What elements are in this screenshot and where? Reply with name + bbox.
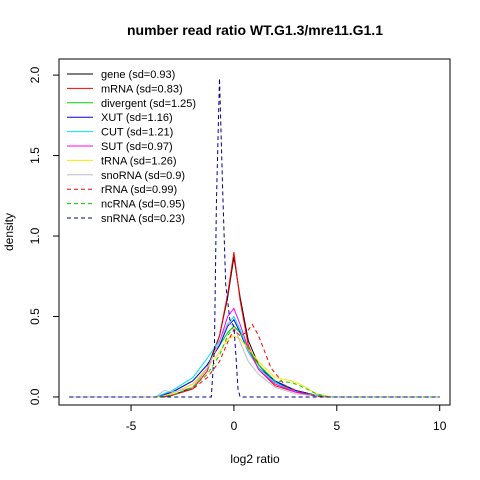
series-line (69, 78, 440, 398)
legend-label: CUT (sd=1.21) (101, 127, 173, 139)
series-line (69, 252, 440, 398)
x-tick-label: 0 (231, 419, 238, 433)
plot-frame (58, 58, 451, 406)
series-line (69, 307, 440, 398)
y-tick-label: 2.0 (28, 66, 42, 83)
legend-label: gene (sd=0.93) (101, 69, 175, 81)
y-tick-label: 1.0 (28, 227, 42, 244)
y-tick-label: 1.5 (28, 147, 42, 164)
series-layer (69, 78, 440, 398)
legend-label: rRNA (sd=0.99) (101, 184, 177, 196)
legend: gene (sd=0.93) mRNA (sd=0.83) divergent (s… (67, 69, 196, 225)
legend-label: snoRNA (sd=0.9) (101, 170, 185, 182)
y-axis-label: density (2, 213, 16, 251)
legend-label: SUT (sd=0.97) (101, 141, 173, 153)
x-tick-label: -5 (126, 419, 137, 433)
legend-label: mRNA (sd=0.83) (101, 83, 183, 95)
series-line (69, 335, 440, 398)
series-line (69, 256, 440, 398)
series-line (69, 318, 440, 398)
y-axis: 0.0 0.5 1.0 1.5 2.0 (28, 66, 59, 405)
x-tick-label: 10 (433, 419, 447, 433)
legend-label: XUT (sd=1.16) (101, 112, 173, 124)
series-line (69, 323, 440, 398)
y-tick-label: 0.0 (28, 388, 42, 405)
y-tick-label: 0.5 (28, 308, 42, 325)
x-tick-label: 5 (333, 419, 340, 433)
legend-label: snRNA (sd=0.23) (101, 213, 185, 225)
x-axis: -5 0 5 10 (126, 405, 447, 433)
legend-label: divergent (sd=1.25) (101, 98, 196, 110)
x-axis-label: log2 ratio (230, 452, 280, 466)
chart-title: number read ratio WT.G1.3/mre11.G1.1 (127, 22, 383, 38)
legend-label: tRNA (sd=1.26) (101, 155, 177, 167)
legend-label: ncRNA (sd=0.95) (101, 199, 185, 211)
